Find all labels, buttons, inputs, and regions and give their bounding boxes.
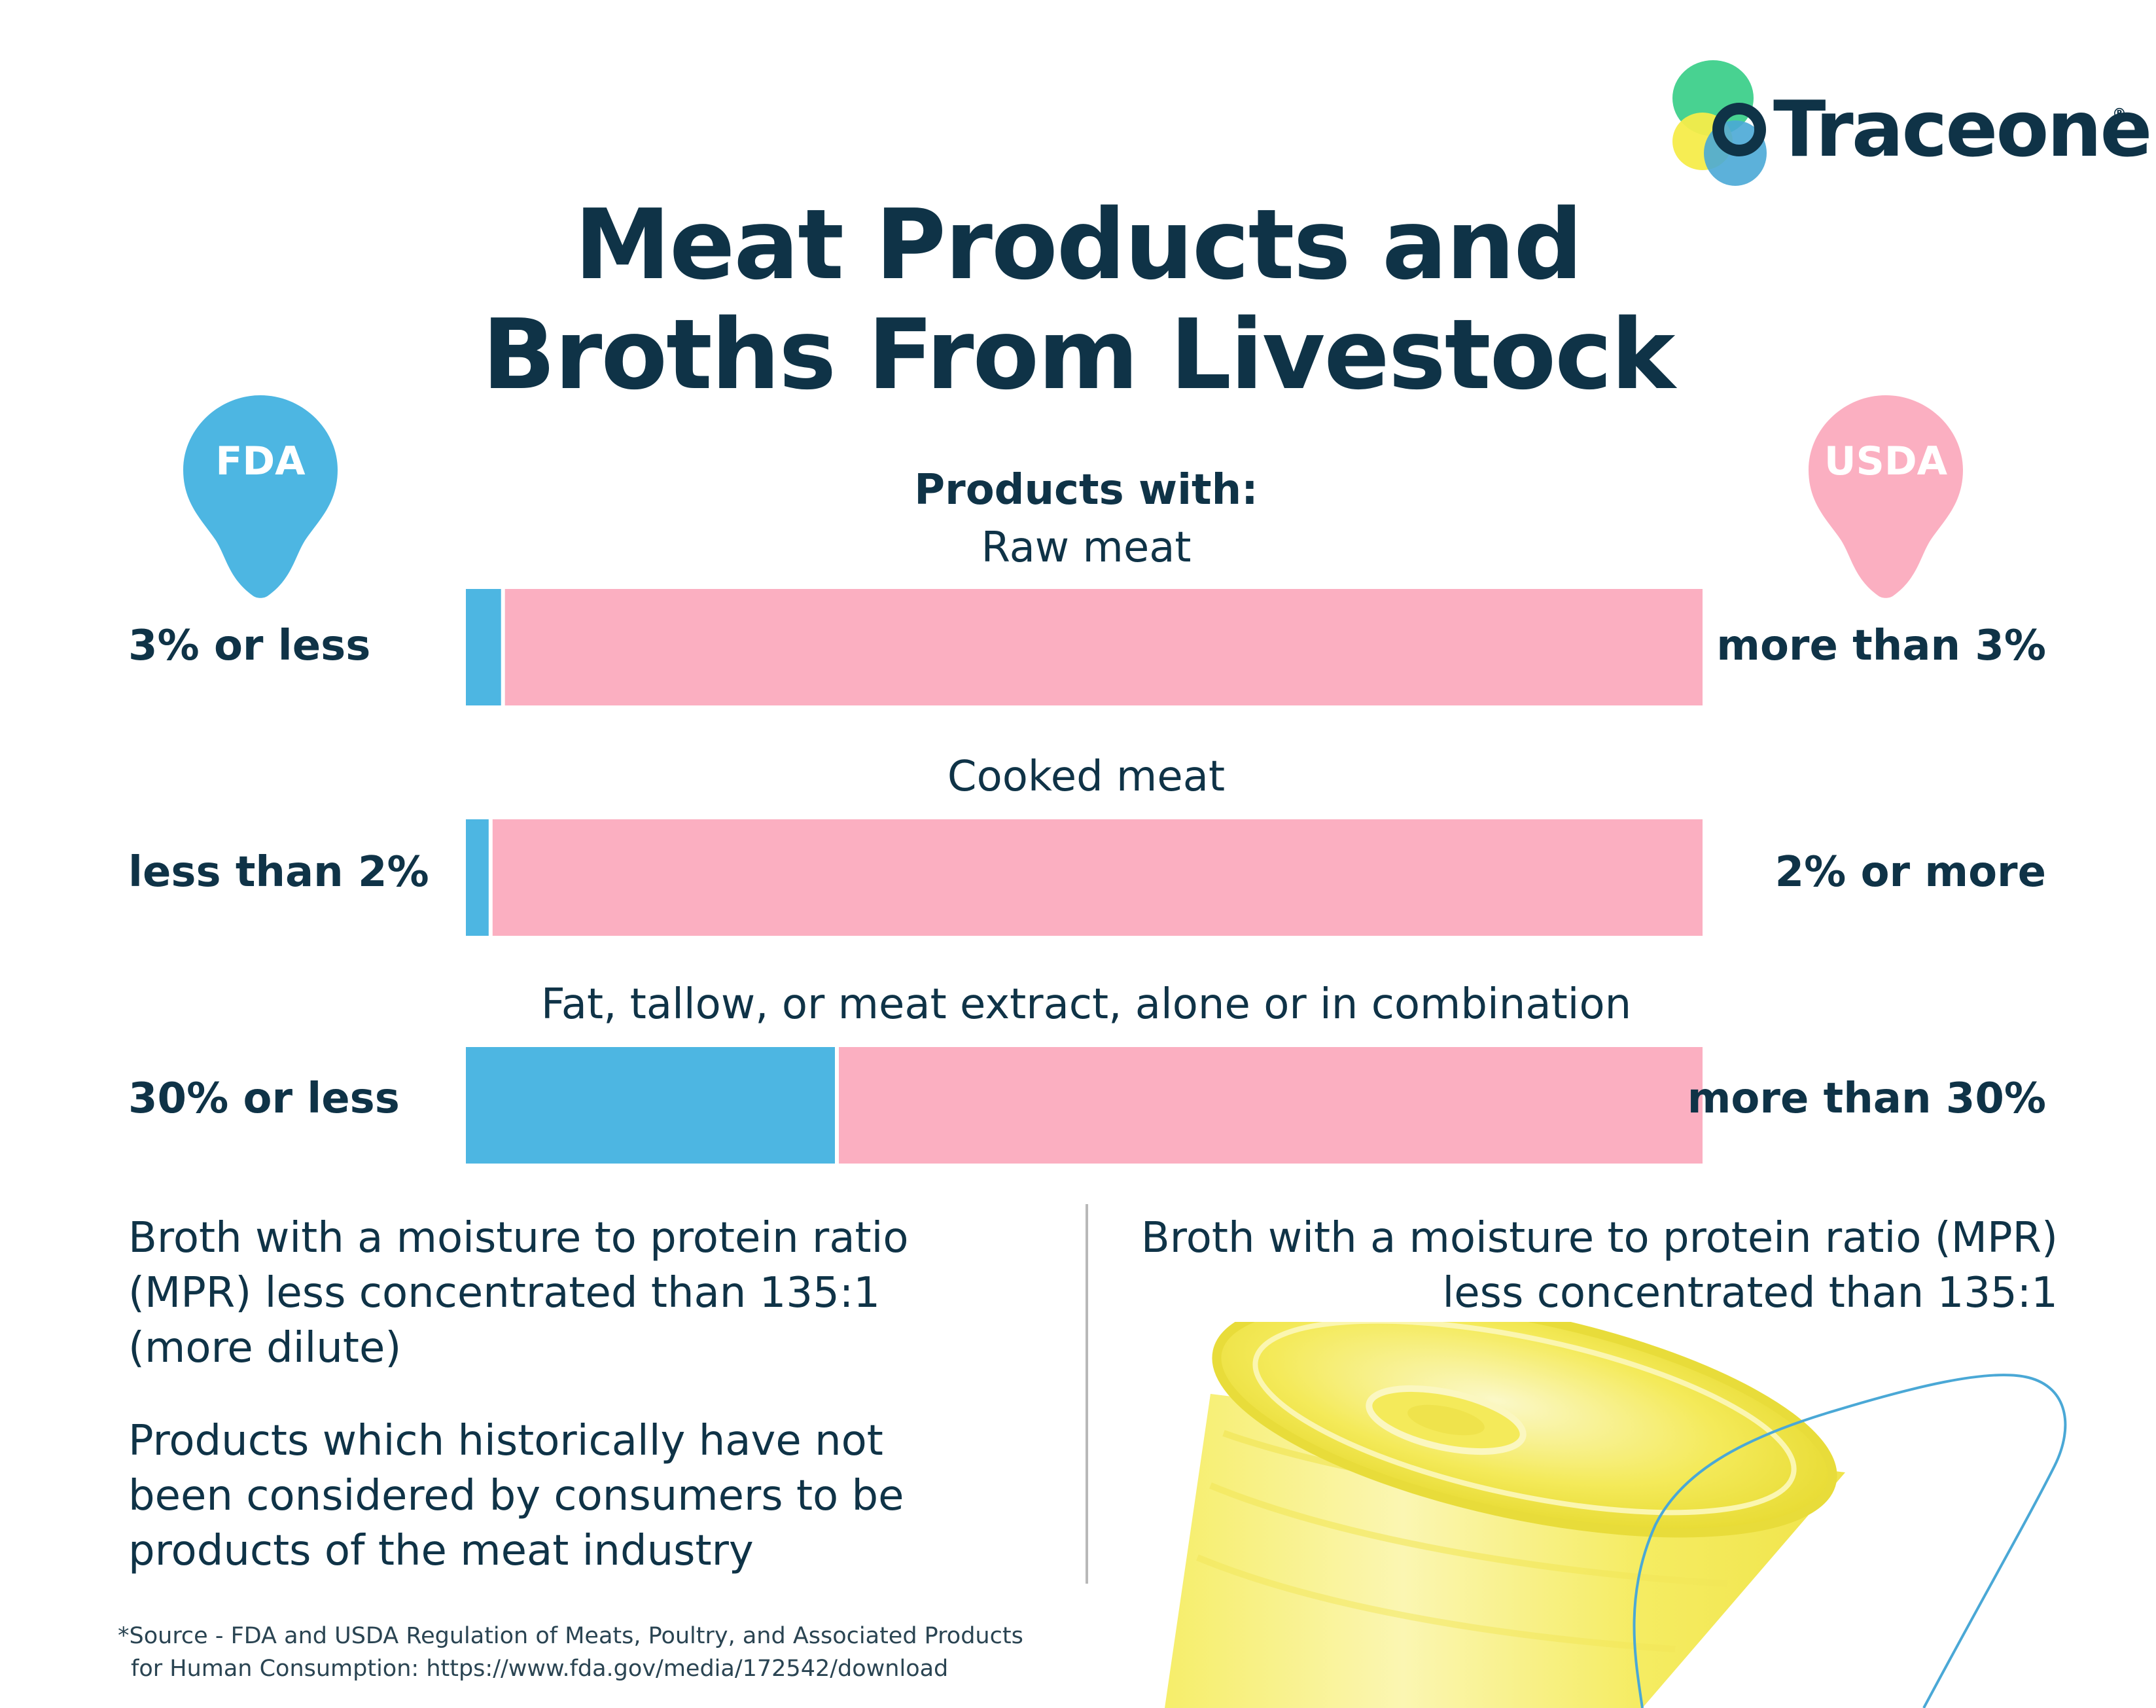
source-line-2: for Human Consumption: https://www.fda.g… xyxy=(131,1656,949,1682)
usda-threshold-cooked-meat: 2% or more xyxy=(1775,848,2046,897)
can-lid-shape xyxy=(1212,1322,1837,1538)
usda-pin: USDA xyxy=(1807,393,1964,602)
bar-usda-cooked-meat xyxy=(492,819,1703,936)
usda-threshold-fat-tallow: more than 30% xyxy=(1687,1075,2046,1123)
fda-pin: FDA xyxy=(182,393,339,602)
logo-wordmark: Traceone xyxy=(1773,84,2152,174)
fda-products-note: Products which historically have not bee… xyxy=(128,1417,904,1575)
divider xyxy=(1086,1204,1088,1584)
category-label-cooked-meat: Cooked meat xyxy=(947,753,1226,801)
category-label-raw-meat: Raw meat xyxy=(981,524,1192,572)
page-title: Meat Products and Broths From Livestock xyxy=(0,190,2156,410)
bar-fda-fat-tallow xyxy=(466,1047,835,1164)
source-note: *Source - FDA and USDA Regulation of Mea… xyxy=(118,1620,1165,1685)
chart-title: Products with: xyxy=(914,466,1258,514)
fda-threshold-raw-meat: 3% or less xyxy=(128,622,371,670)
source-line-1: *Source - FDA and USDA Regulation of Mea… xyxy=(118,1623,1023,1649)
fda-threshold-fat-tallow: 30% or less xyxy=(128,1075,400,1123)
usda-label: USDA xyxy=(1824,438,1948,484)
bar-usda-raw-meat xyxy=(504,589,1703,705)
outline-shape xyxy=(1633,1374,2067,1708)
usda-broth-note: Broth with a moisture to protein ratio (… xyxy=(1140,1214,2058,1317)
bar-fda-raw-meat xyxy=(466,589,501,705)
title-line-2: Broths From Livestock xyxy=(482,298,1676,411)
fda-threshold-cooked-meat: less than 2% xyxy=(128,848,429,897)
title-line-1: Meat Products and xyxy=(574,188,1583,301)
stacked-bar-chart xyxy=(466,589,1703,1164)
usda-pin-icon xyxy=(1809,395,1963,598)
bar-fda-cooked-meat xyxy=(466,819,489,936)
bar-usda-fat-tallow xyxy=(839,1047,1703,1164)
can-illustration xyxy=(1165,1322,2067,1708)
fda-broth-note: Broth with a moisture to protein ratio (… xyxy=(128,1214,909,1372)
fda-label: FDA xyxy=(215,438,306,484)
category-label-fat-tallow: Fat, tallow, or meat extract, alone or i… xyxy=(540,980,1632,1029)
traceone-logo-mark-icon xyxy=(1672,60,1767,186)
fda-pin-icon xyxy=(183,395,338,598)
traceone-logo: Traceone ® xyxy=(1662,58,2152,202)
usda-threshold-raw-meat: more than 3% xyxy=(1716,622,2046,670)
registered-mark: ® xyxy=(2112,106,2127,122)
